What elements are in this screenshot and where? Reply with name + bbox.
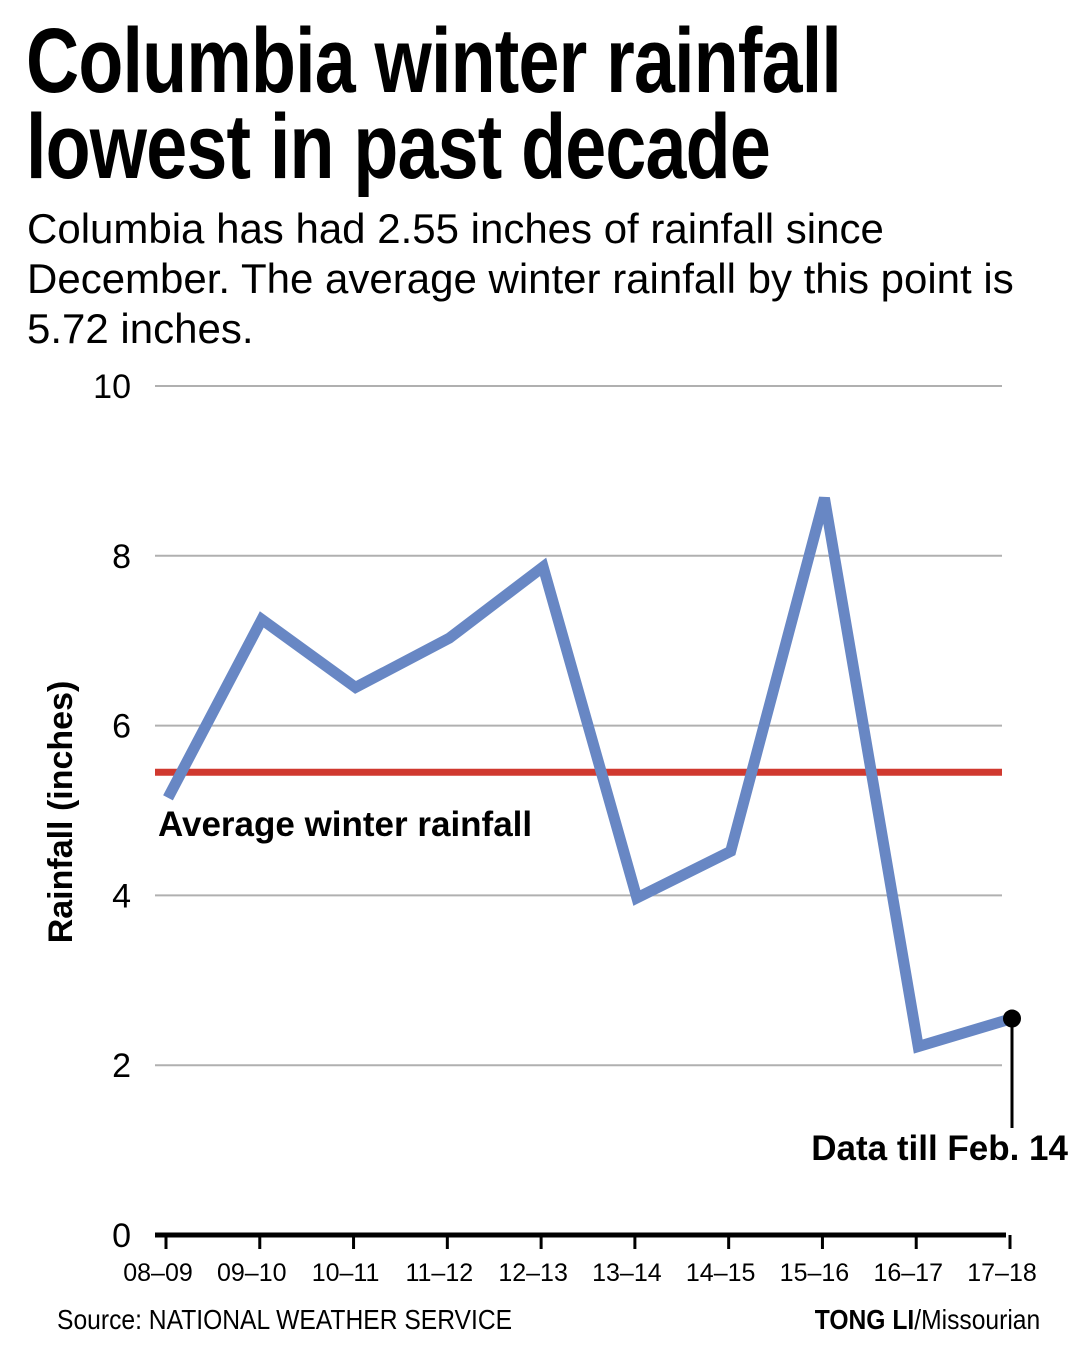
x-tick-label: 16–17 — [873, 1259, 943, 1287]
y-tick-label: 10 — [93, 368, 131, 406]
title-line-2: lowest in past decade — [26, 96, 771, 198]
y-axis-label: Rainfall (inches) — [42, 681, 80, 944]
x-tick-label: 10–11 — [312, 1259, 380, 1287]
chart-title: Columbia winter rainfall lowest in past … — [26, 10, 842, 198]
y-tick-label: 4 — [112, 877, 131, 915]
average-line-label: Average winter rainfall — [158, 805, 532, 844]
x-tick-label: 15–16 — [780, 1259, 850, 1287]
chart-subtitle: Columbia has had 2.55 inches of rainfall… — [27, 205, 1014, 352]
y-tick-label: 8 — [112, 538, 131, 576]
source-note: Source: NATIONAL WEATHER SERVICE — [57, 1304, 513, 1335]
x-tick-label: 09–10 — [217, 1259, 287, 1287]
y-tick-label: 2 — [112, 1047, 131, 1085]
x-tick-label: 08–09 — [123, 1259, 193, 1287]
title-line-1: Columbia winter rainfall — [26, 10, 842, 112]
y-tick-label: 6 — [112, 708, 131, 746]
credit: TONG LI/Missourian — [815, 1304, 1040, 1336]
x-tick-label: 13–14 — [592, 1259, 662, 1287]
x-tick-label: 12–13 — [498, 1259, 568, 1287]
series-line — [163, 496, 1014, 1054]
annotation-label: Data till Feb. 14 — [811, 1129, 1068, 1168]
credit-org: /Missourian — [914, 1304, 1040, 1335]
x-tick-label: 11–12 — [405, 1259, 473, 1287]
y-tick-label: 0 — [112, 1217, 131, 1255]
credit-name: TONG LI — [814, 1304, 915, 1335]
x-tick-label: 17–18 — [967, 1259, 1037, 1287]
x-tick-label: 14–15 — [686, 1259, 756, 1287]
